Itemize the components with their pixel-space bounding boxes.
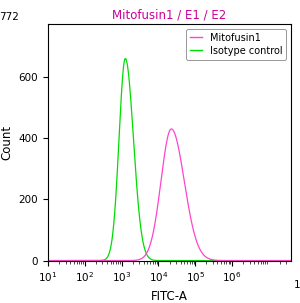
Legend: Mitofusin1, Isotype control: Mitofusin1, Isotype control [186,29,286,60]
Title: Mitofusin1 / E1 / E2: Mitofusin1 / E1 / E2 [112,9,226,22]
Text: 772: 772 [0,12,19,22]
X-axis label: FITC-A: FITC-A [151,290,188,303]
Y-axis label: Count: Count [0,125,13,160]
Text: $10^{7.6}$: $10^{7.6}$ [293,277,300,291]
